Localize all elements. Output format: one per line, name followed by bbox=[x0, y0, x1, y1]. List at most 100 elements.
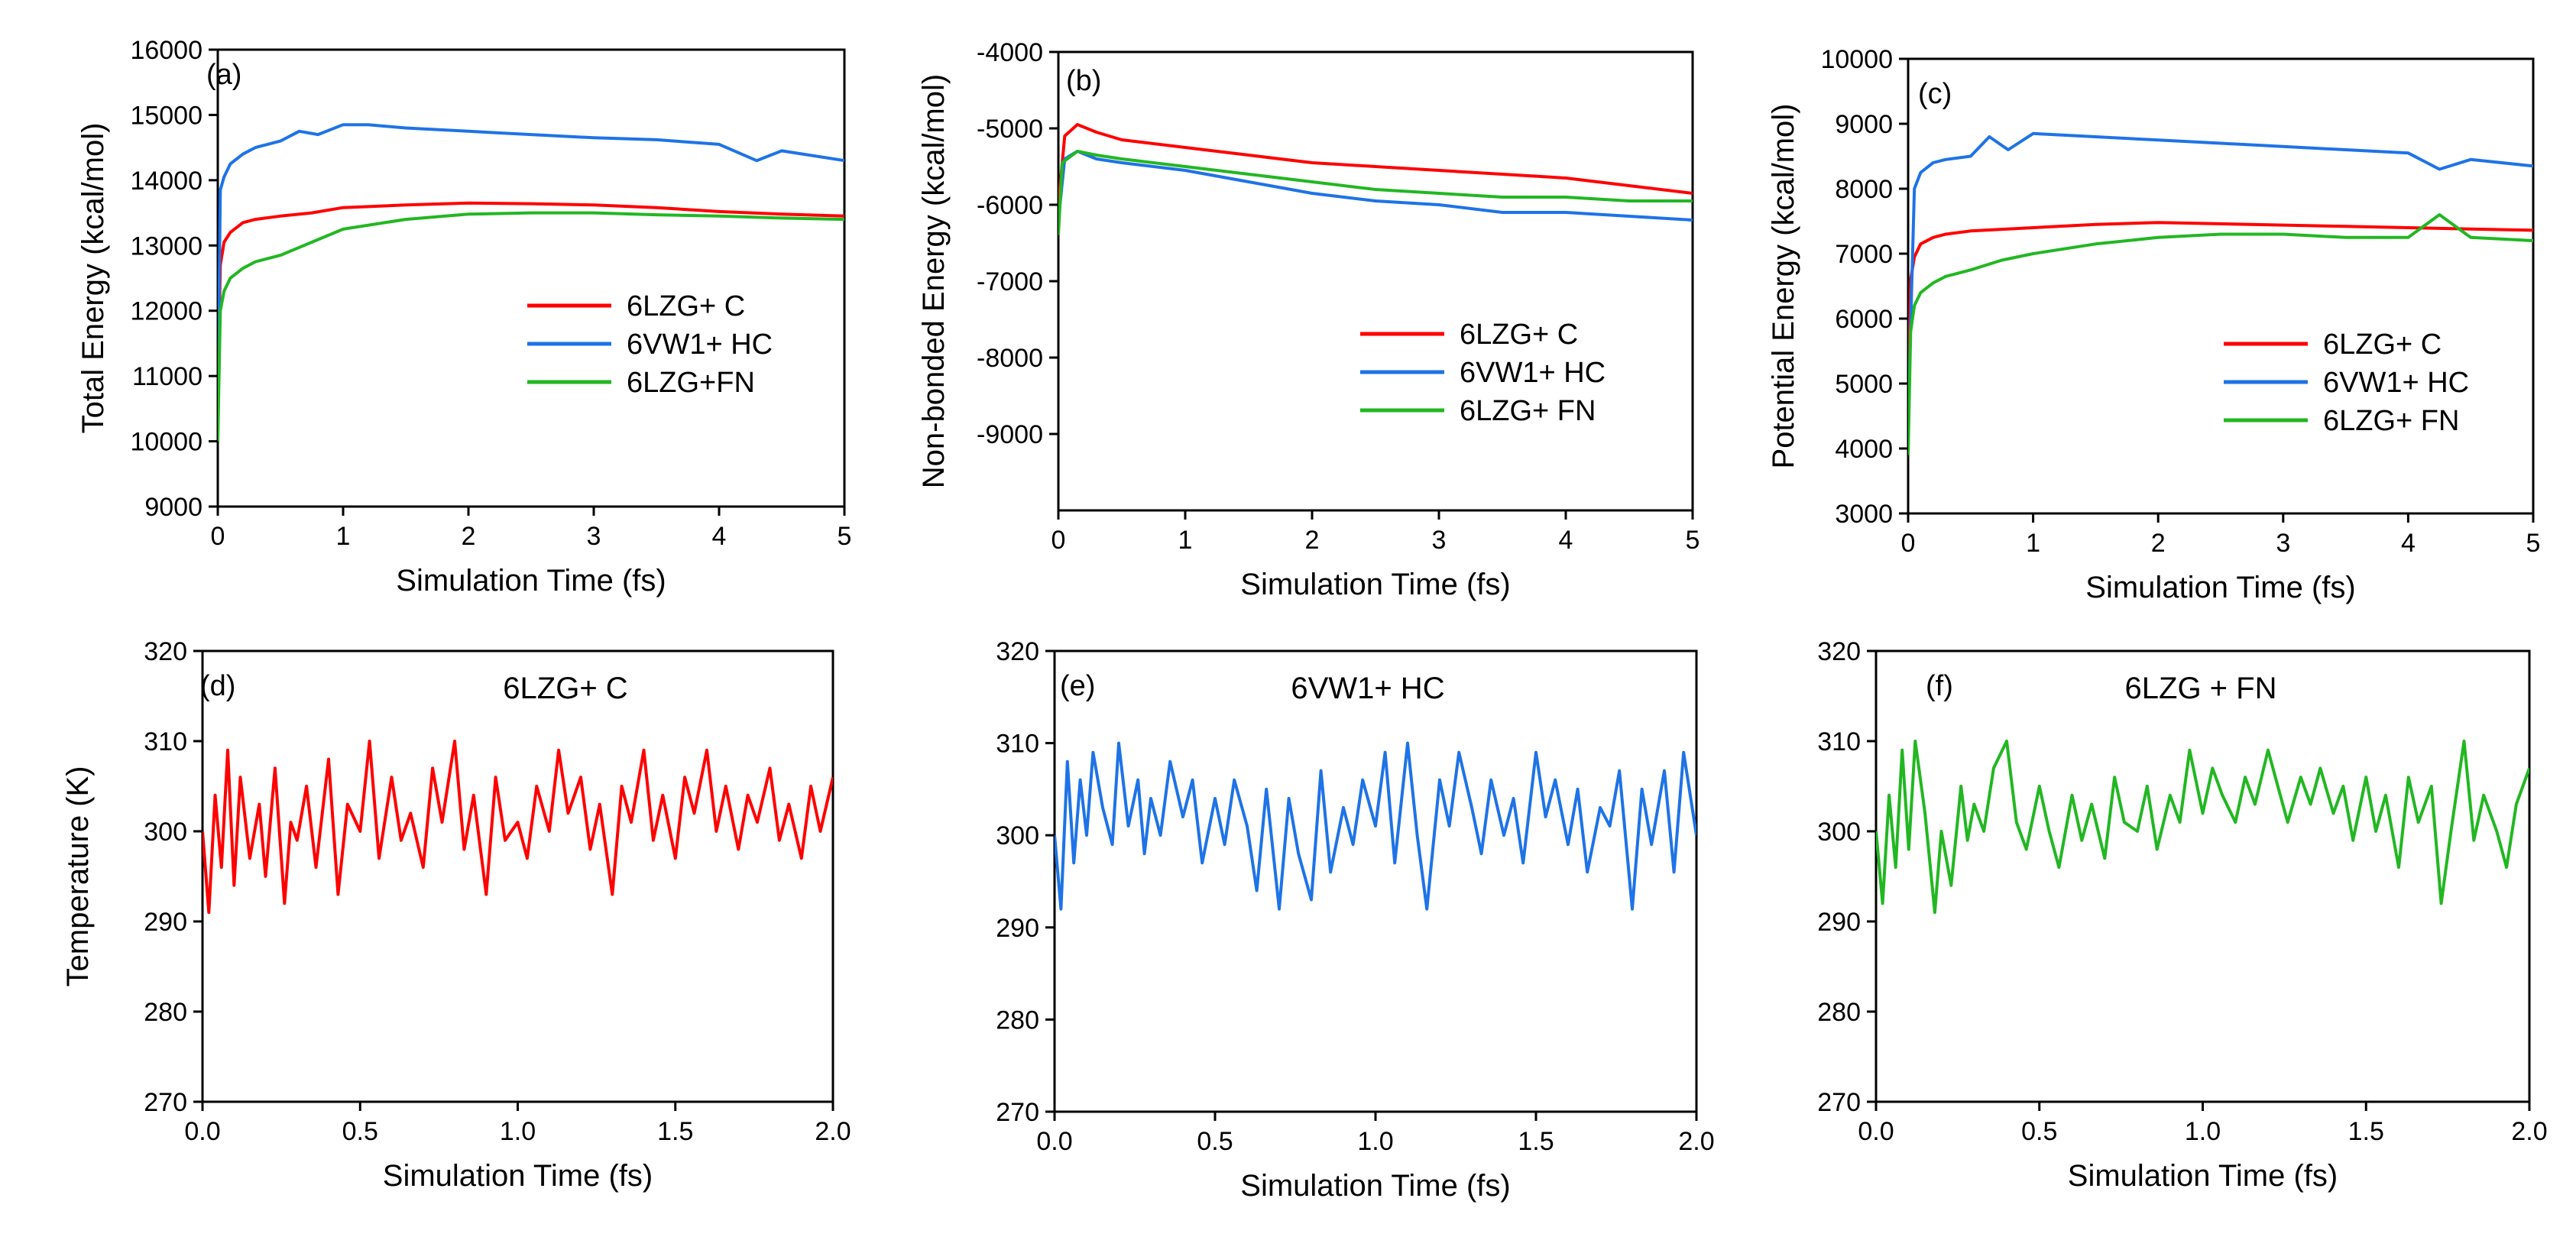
x-tick-label: 2 bbox=[2151, 529, 2166, 558]
series-line-3 bbox=[218, 211, 844, 442]
x-tick-label: 0.0 bbox=[1858, 1117, 1894, 1146]
x-tick-label: 2.0 bbox=[815, 1117, 851, 1146]
panel-letter: (b) bbox=[1066, 65, 1101, 97]
plot-frame bbox=[201, 649, 834, 1103]
y-tick-label: 10000 bbox=[130, 428, 203, 457]
legend: 6LZG+ C 6VW1+ HC 6LZG+ FN bbox=[1360, 319, 1606, 427]
y-tick-label: 13000 bbox=[130, 232, 203, 261]
y-tick-label: 8000 bbox=[1835, 175, 1893, 204]
x-tick-label: 1.5 bbox=[657, 1117, 693, 1146]
x-tick-label: 1 bbox=[336, 522, 351, 551]
chart-panel-6: 270 280 290 300 310 320 0.0 0.5 1.0 1.5 2.0 Simulat… bbox=[1817, 637, 2547, 1193]
x-tick-label: 2 bbox=[462, 522, 476, 551]
x-tick-label: 0.5 bbox=[1197, 1127, 1233, 1156]
plot-frame bbox=[1907, 57, 2535, 515]
x-tick-label: 2 bbox=[1305, 526, 1320, 555]
x-tick-label: 5 bbox=[1686, 526, 1700, 555]
y-tick-label: 14000 bbox=[130, 167, 203, 196]
y-tick-label: 4000 bbox=[1835, 435, 1893, 464]
y-tick-label: 300 bbox=[1817, 818, 1861, 847]
series-line-1 bbox=[1058, 123, 1693, 206]
y-axis-label: Temperature (K) bbox=[61, 766, 95, 987]
legend-label: 6VW1+ HC bbox=[2323, 367, 2469, 399]
y-tick-label: 12000 bbox=[130, 297, 203, 326]
chart-panel-1: 9000 10000 11000 12000 13000 14000 15000 16000 0… bbox=[76, 36, 851, 597]
x-axis-label: Simulation Time (fs) bbox=[2068, 1159, 2338, 1193]
y-tick-label: 16000 bbox=[130, 36, 203, 65]
legend: 6LZG+ C 6VW1+ HC 6LZG+FN bbox=[527, 290, 773, 399]
x-tick-label: 1.0 bbox=[500, 1117, 536, 1146]
x-axis-label: Simulation Time (fs) bbox=[396, 564, 666, 597]
x-axis-label: Simulation Time (fs) bbox=[2085, 571, 2355, 604]
y-tick-label: 7000 bbox=[1835, 240, 1893, 269]
y-tick-label: 270 bbox=[144, 1088, 187, 1117]
y-axis-label: Non-bonded Energy (kcal/mol) bbox=[917, 74, 951, 488]
series-line-1 bbox=[203, 740, 833, 915]
legend-label: 6VW1+ HC bbox=[1460, 357, 1606, 389]
x-tick-label: 1.5 bbox=[2348, 1117, 2384, 1146]
series-line-1 bbox=[1908, 221, 2533, 403]
y-tick-label: 290 bbox=[1817, 908, 1861, 937]
x-tick-label: 0 bbox=[1051, 526, 1066, 555]
x-axis-label: Simulation Time (fs) bbox=[383, 1159, 653, 1193]
series-line-3 bbox=[1058, 150, 1693, 236]
x-tick-label: 2.0 bbox=[1678, 1127, 1714, 1156]
y-axis-label: Total Energy (kcal/mol) bbox=[76, 123, 110, 434]
series-line-2 bbox=[1908, 131, 2533, 429]
y-tick-label: 5000 bbox=[1835, 370, 1893, 399]
x-axis-label: Simulation Time (fs) bbox=[1240, 568, 1510, 601]
y-tick-label: 15000 bbox=[130, 101, 203, 130]
x-tick-label: 0.5 bbox=[342, 1117, 378, 1146]
y-tick-label: 270 bbox=[996, 1098, 1039, 1127]
series-line-2 bbox=[218, 123, 844, 422]
x-tick-label: 0 bbox=[1901, 529, 1916, 558]
legend-label: 6LZG+ C bbox=[1460, 319, 1578, 351]
y-tick-label: 270 bbox=[1817, 1088, 1861, 1117]
x-tick-label: 4 bbox=[2401, 529, 2416, 558]
y-tick-label: 280 bbox=[1817, 998, 1861, 1027]
panel-title: 6LZG + FN bbox=[2125, 672, 2277, 705]
y-tick-label: 6000 bbox=[1835, 305, 1893, 334]
chart-panel-4: 270 280 290 300 310 320 0.0 0.5 1.0 1.5 2.0 Simulat… bbox=[61, 637, 851, 1193]
x-tick-label: 2.0 bbox=[2511, 1117, 2547, 1146]
y-tick-label: -6000 bbox=[977, 191, 1043, 220]
y-tick-label: 3000 bbox=[1835, 500, 1893, 529]
y-tick-label: 320 bbox=[1817, 637, 1861, 666]
x-tick-label: 1.5 bbox=[1518, 1127, 1554, 1156]
y-tick-label: 310 bbox=[144, 727, 187, 756]
chart-panel-5: 270 280 290 300 310 320 0.0 0.5 1.0 1.5 2.0 Simulat… bbox=[996, 637, 1714, 1203]
y-tick-label: -7000 bbox=[977, 267, 1043, 296]
y-tick-label: 290 bbox=[996, 914, 1039, 943]
y-tick-label: 320 bbox=[996, 637, 1039, 666]
x-tick-label: 4 bbox=[712, 522, 727, 551]
series-line-1 bbox=[218, 201, 844, 396]
x-tick-label: 0.0 bbox=[184, 1117, 220, 1146]
panel-title: 6LZG+ C bbox=[503, 672, 627, 705]
y-tick-label: 280 bbox=[144, 998, 187, 1027]
x-tick-label: 4 bbox=[1559, 526, 1573, 555]
series-line-1 bbox=[1876, 740, 2529, 915]
legend-label: 6LZG+ FN bbox=[2323, 405, 2459, 437]
legend-label: 6LZG+ C bbox=[627, 290, 745, 322]
plot-frame bbox=[1874, 649, 2531, 1103]
chart-panel-3: 3000 4000 5000 6000 7000 8000 9000 10000 0 1 2 3 4 5 S… bbox=[1767, 45, 2540, 604]
panel-letter: (e) bbox=[1060, 670, 1095, 702]
y-tick-label: -4000 bbox=[977, 38, 1043, 67]
x-tick-label: 0 bbox=[211, 522, 225, 551]
legend: 6LZG+ C 6VW1+ HC 6LZG+ FN bbox=[2224, 329, 2469, 437]
y-tick-label: 280 bbox=[996, 1005, 1039, 1035]
legend-label: 6LZG+ C bbox=[2323, 329, 2442, 361]
y-tick-label: -5000 bbox=[977, 115, 1043, 144]
x-tick-label: 1 bbox=[1178, 526, 1193, 555]
plot-frame bbox=[1057, 50, 1694, 512]
x-tick-label: 1.0 bbox=[2185, 1117, 2221, 1146]
panel-title: 6VW1+ HC bbox=[1291, 672, 1444, 705]
plot-frame bbox=[216, 48, 846, 508]
y-tick-label: 9000 bbox=[1835, 110, 1893, 139]
panel-letter: (a) bbox=[206, 59, 241, 91]
panel-letter: (f) bbox=[1926, 670, 1953, 702]
chart-panel-2: -4000 -5000 -6000 -7000 -8000 -9000 0 1 2 3 4 5 Simu… bbox=[917, 38, 1700, 601]
y-tick-label: 300 bbox=[996, 821, 1039, 850]
plot-frame bbox=[1053, 649, 1698, 1113]
